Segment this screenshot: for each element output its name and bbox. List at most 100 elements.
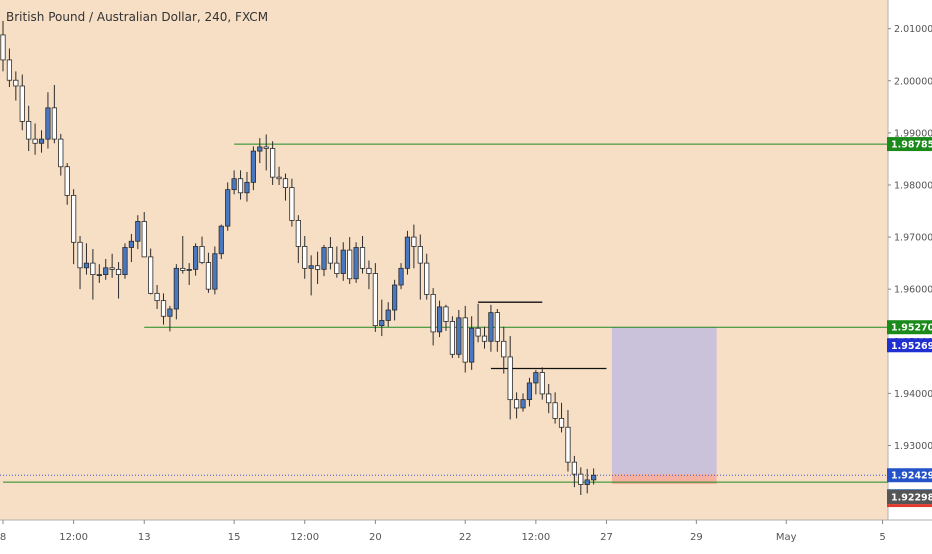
candle bbox=[456, 310, 462, 358]
time-tick-label: 29 bbox=[690, 532, 703, 543]
level-price-tag-bg bbox=[887, 320, 932, 335]
candle-body bbox=[109, 267, 115, 270]
candle bbox=[148, 248, 154, 295]
candle bbox=[38, 130, 45, 153]
candle bbox=[109, 253, 115, 278]
time-tick-label: 12:00 bbox=[290, 532, 319, 543]
candle-body bbox=[244, 181, 250, 194]
candle bbox=[212, 246, 218, 295]
candle bbox=[0, 20, 6, 72]
candle bbox=[488, 304, 494, 352]
candle bbox=[122, 243, 128, 279]
price-tick-label: 1.99000 bbox=[894, 128, 932, 139]
candle-body bbox=[32, 138, 38, 144]
candle-body bbox=[83, 262, 90, 269]
candle bbox=[539, 367, 545, 400]
candle-body bbox=[302, 246, 308, 269]
candle-body bbox=[231, 178, 237, 191]
candle-body bbox=[526, 382, 533, 401]
chart-title: British Pound / Australian Dollar, 240, … bbox=[6, 10, 268, 24]
candle-body bbox=[6, 59, 13, 81]
candle-body bbox=[237, 178, 244, 194]
candle-body bbox=[372, 273, 378, 327]
candle-body bbox=[514, 399, 520, 409]
candle bbox=[591, 468, 597, 485]
candle bbox=[584, 468, 590, 494]
candle-body bbox=[128, 240, 134, 248]
candle-body bbox=[398, 267, 404, 286]
candle-body bbox=[430, 293, 436, 333]
candle bbox=[340, 242, 346, 281]
candle bbox=[475, 303, 481, 343]
candle bbox=[302, 236, 308, 279]
candle bbox=[334, 246, 340, 278]
candle-body bbox=[578, 473, 584, 485]
candle bbox=[546, 384, 552, 414]
time-tick-label: May bbox=[776, 532, 797, 543]
candle-body bbox=[192, 246, 199, 270]
candle bbox=[385, 302, 391, 327]
position-zones bbox=[611, 327, 717, 485]
candle bbox=[558, 402, 565, 433]
candle-body bbox=[0, 34, 6, 61]
candle-body bbox=[385, 309, 391, 321]
candle-body bbox=[443, 306, 449, 322]
candle-body bbox=[411, 236, 417, 247]
candle bbox=[327, 237, 334, 270]
candle bbox=[571, 455, 577, 488]
candle-body bbox=[135, 221, 141, 242]
time-tick-labels: 8 12:00 13 15 12:00 20 22 12:00 27 29 May 5 bbox=[0, 520, 886, 543]
candle bbox=[404, 230, 411, 275]
candle bbox=[295, 215, 301, 264]
candle bbox=[154, 285, 160, 309]
price-tick-label: 1.94000 bbox=[894, 389, 932, 400]
candle-body bbox=[154, 292, 160, 302]
candle-body bbox=[122, 247, 128, 275]
candle-body bbox=[13, 79, 19, 87]
candle-body bbox=[212, 253, 218, 290]
candle-body bbox=[96, 274, 102, 276]
candle bbox=[250, 146, 256, 191]
candle-body bbox=[295, 220, 301, 247]
candle bbox=[436, 300, 443, 338]
price-axis[interactable] bbox=[888, 0, 932, 520]
candle bbox=[13, 71, 19, 101]
candle bbox=[19, 74, 25, 131]
candle-body bbox=[141, 221, 147, 258]
candle-body bbox=[167, 308, 173, 317]
candle-body bbox=[115, 268, 122, 275]
candle-body bbox=[359, 247, 366, 269]
candle-body bbox=[199, 246, 205, 264]
candle-body bbox=[552, 402, 558, 419]
candle-body bbox=[404, 236, 411, 269]
candle-body bbox=[462, 317, 468, 363]
candle bbox=[520, 393, 526, 412]
time-tick-label: 8 bbox=[0, 532, 6, 543]
candle bbox=[237, 170, 244, 200]
candle-body bbox=[308, 265, 314, 269]
candle-body bbox=[276, 176, 282, 180]
candle bbox=[115, 262, 122, 299]
candle bbox=[533, 369, 539, 395]
candle-body bbox=[449, 321, 456, 355]
time-tick-label: 27 bbox=[600, 532, 613, 543]
candle bbox=[199, 236, 205, 265]
candle bbox=[398, 263, 404, 290]
candle bbox=[308, 255, 314, 296]
candle-body bbox=[436, 306, 443, 333]
candle bbox=[526, 377, 533, 407]
low-price-tag-bg bbox=[887, 490, 932, 505]
plot-area[interactable] bbox=[0, 0, 888, 520]
level-lines bbox=[0, 143, 888, 483]
candle bbox=[45, 92, 51, 149]
candle bbox=[462, 305, 468, 373]
candle bbox=[411, 224, 417, 269]
price-tags: 1.987851.952701.952691.9242901:54:001.92… bbox=[887, 137, 932, 508]
candle-body bbox=[327, 247, 334, 264]
bid-price-tag: 1.95269 bbox=[891, 341, 932, 352]
candle bbox=[494, 308, 500, 352]
time-axis[interactable] bbox=[0, 520, 932, 550]
candle-body bbox=[321, 247, 327, 270]
